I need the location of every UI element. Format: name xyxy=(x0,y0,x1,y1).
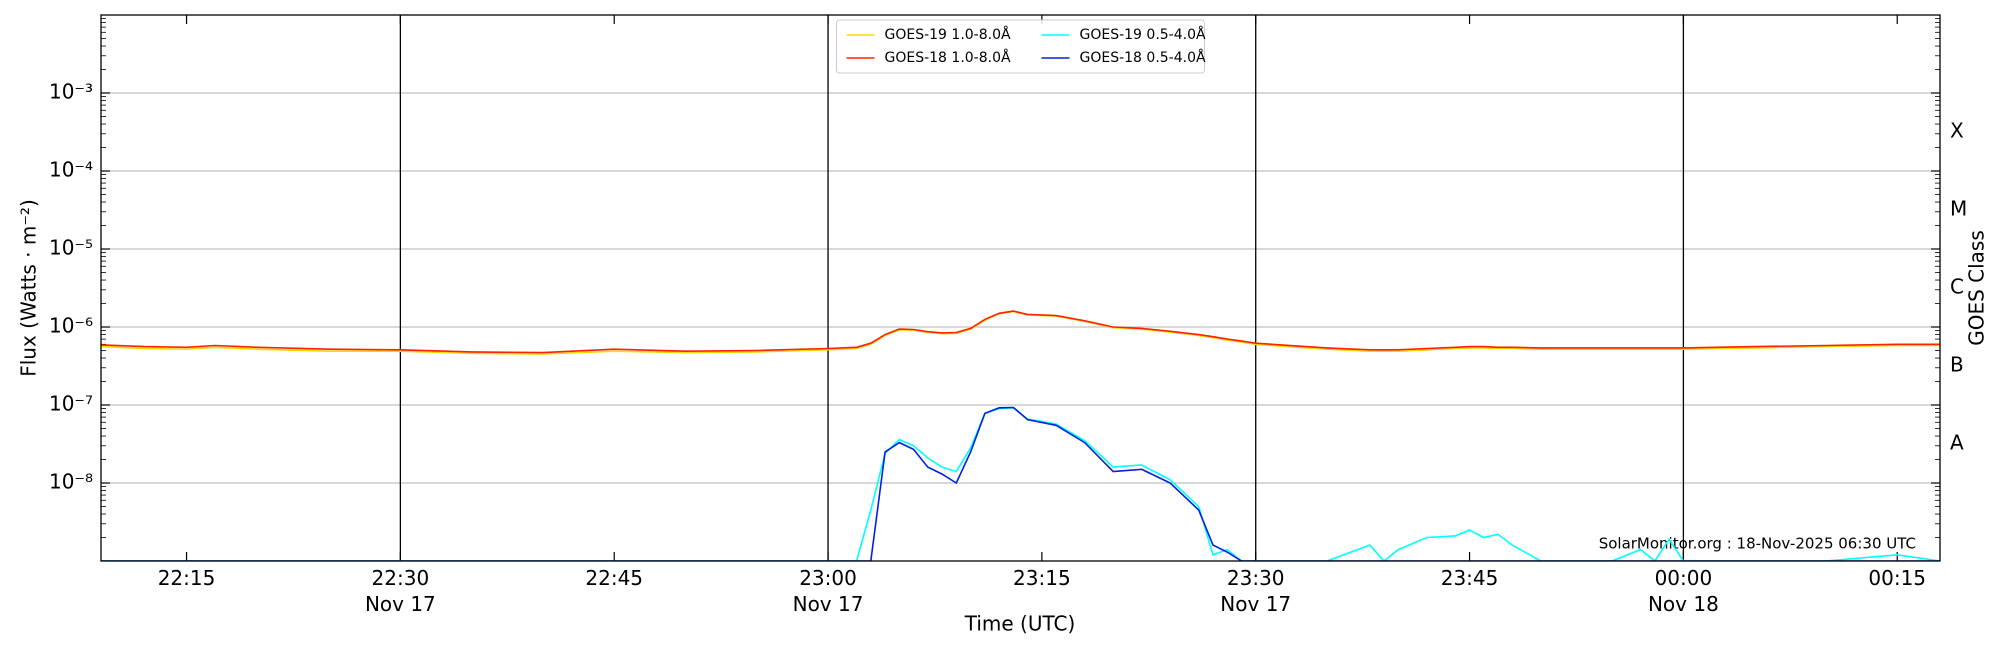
legend-label: GOES-18 0.5-4.0Å xyxy=(1080,49,1206,66)
class-label: X xyxy=(1950,119,1964,143)
x-tick-label: 23:45 xyxy=(1440,566,1499,590)
class-label: C xyxy=(1950,275,1964,299)
x-tick-label: 22:45 xyxy=(585,566,644,590)
legend-box xyxy=(836,19,1205,74)
plot-frame xyxy=(100,14,1941,562)
x-tick-label: 23:30 Nov 17 xyxy=(1220,566,1292,616)
x-tick-label: 22:30 Nov 17 xyxy=(364,566,436,616)
plot-area xyxy=(101,310,1940,561)
x-tick-label: 23:00 Nov 17 xyxy=(792,566,864,616)
series-line xyxy=(101,406,1940,561)
legend-label: GOES-19 1.0-8.0Å xyxy=(885,26,1011,43)
y-tick-label: 10⁻⁸ xyxy=(49,470,93,494)
series-line xyxy=(101,310,1940,354)
y-tick-label: 10⁻⁶ xyxy=(49,314,93,338)
series-line xyxy=(101,406,1940,561)
legend-label: GOES-18 1.0-8.0Å xyxy=(885,49,1011,66)
y-tick-label: 10⁻⁵ xyxy=(49,236,93,260)
x-tick-label: 23:15 xyxy=(1013,566,1071,590)
y-tick-label: 10⁻⁷ xyxy=(49,392,93,416)
y-tick-label: 10⁻³ xyxy=(49,80,93,104)
y2-axis-label: GOES Class xyxy=(1965,230,1989,346)
legend-label: GOES-19 0.5-4.0Å xyxy=(1080,26,1206,43)
y-axis-label: Flux (Watts · m⁻²) xyxy=(17,199,41,377)
x-tick-label: 00:15 xyxy=(1868,566,1927,590)
class-label: M xyxy=(1950,197,1967,221)
class-label: A xyxy=(1950,431,1964,455)
x-tick-label: 22:15 xyxy=(157,566,216,590)
y-tick-label: 10⁻⁴ xyxy=(49,158,93,182)
annotation: SolarMonitor.org : 18-Nov-2025 06:30 UTC xyxy=(1599,535,1916,553)
x-axis-label: Time (UTC) xyxy=(964,612,1076,636)
class-label: B xyxy=(1950,353,1964,377)
x-tick-label: 00:00 Nov 18 xyxy=(1647,566,1719,616)
